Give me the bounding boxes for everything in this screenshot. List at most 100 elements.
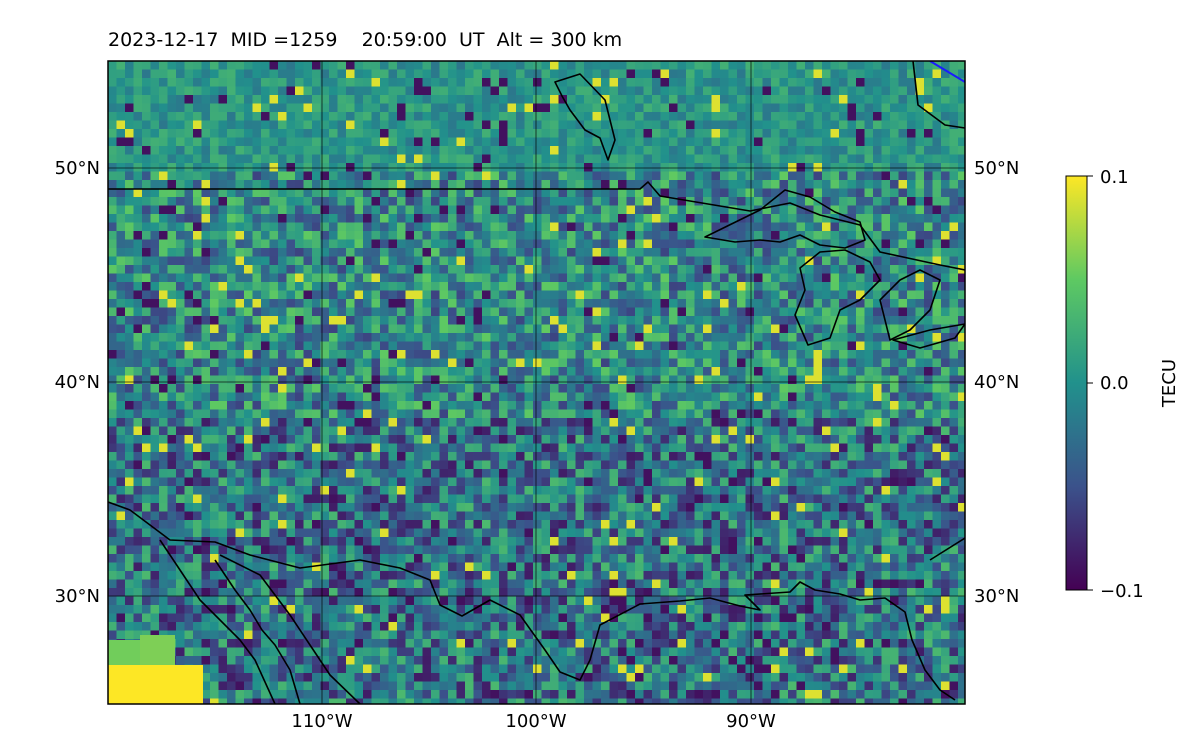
- tec-cell: [890, 358, 900, 368]
- tec-cell: [941, 460, 951, 470]
- tec-cell: [167, 222, 177, 232]
- tec-cell: [822, 384, 832, 394]
- tec-cell: [533, 316, 543, 326]
- tec-cell: [473, 163, 483, 173]
- tec-cell: [388, 256, 398, 266]
- tec-cell: [439, 146, 449, 156]
- tec-cell: [635, 103, 645, 113]
- tec-cell: [890, 392, 900, 402]
- tec-cell: [380, 392, 390, 402]
- tec-cell: [592, 392, 602, 402]
- tec-cell: [558, 146, 568, 156]
- tec-cell: [218, 443, 228, 453]
- tec-cell: [142, 163, 152, 173]
- tec-cell: [822, 231, 832, 241]
- tec-cell: [252, 86, 262, 96]
- tec-cell: [405, 341, 415, 351]
- tec-cell: [456, 460, 466, 470]
- tec-cell: [133, 401, 143, 411]
- tec-cell: [805, 350, 815, 360]
- tec-cell: [346, 435, 356, 445]
- tec-cell: [762, 409, 772, 419]
- tec-cell: [762, 273, 772, 283]
- tec-cell: [958, 180, 965, 190]
- tec-cell: [465, 154, 475, 164]
- tec-cell: [762, 350, 772, 360]
- tec-cell: [847, 350, 857, 360]
- tec-cell: [320, 180, 330, 190]
- tec-cell: [898, 367, 908, 377]
- tec-cell: [507, 112, 517, 122]
- tec-cell: [312, 231, 322, 241]
- tec-cell: [830, 112, 840, 122]
- tec-cell: [456, 435, 466, 445]
- tec-cell: [456, 350, 466, 360]
- tec-cell: [303, 469, 313, 479]
- tec-cell: [864, 367, 874, 377]
- tec-cell: [269, 222, 279, 232]
- tec-cell: [533, 384, 543, 394]
- tec-cell: [176, 350, 186, 360]
- tec-cell: [805, 197, 815, 207]
- tec-cell: [388, 477, 398, 487]
- tec-cell: [754, 452, 764, 462]
- tec-cell: [439, 367, 449, 377]
- tec-cell: [652, 129, 662, 139]
- tec-cell: [516, 341, 526, 351]
- tec-cell: [601, 307, 611, 317]
- tec-cell: [507, 188, 517, 198]
- tec-cell: [303, 375, 313, 385]
- tec-cell: [915, 231, 925, 241]
- tec-cell: [363, 265, 373, 275]
- tec-cell: [516, 180, 526, 190]
- tec-cell: [839, 333, 849, 343]
- tec-cell: [703, 375, 713, 385]
- tec-cell: [856, 443, 866, 453]
- tec-cell: [626, 299, 636, 309]
- tec-cell: [907, 273, 917, 283]
- tec-cell: [618, 154, 628, 164]
- tec-cell: [142, 137, 152, 147]
- tec-cell: [354, 222, 364, 232]
- tec-cell: [822, 299, 832, 309]
- tec-cell: [142, 392, 152, 402]
- tec-cell: [558, 197, 568, 207]
- tec-cell: [405, 460, 415, 470]
- tec-cell: [303, 180, 313, 190]
- tec-cell: [898, 197, 908, 207]
- tec-cell: [184, 350, 194, 360]
- tec-cell: [116, 316, 126, 326]
- tec-cell: [397, 418, 407, 428]
- tec-cell: [881, 112, 891, 122]
- tec-cell: [737, 426, 747, 436]
- tec-cell: [609, 222, 619, 232]
- tec-cell: [397, 341, 407, 351]
- tec-cell: [703, 358, 713, 368]
- tec-cell: [108, 239, 118, 249]
- tec-cell: [456, 239, 466, 249]
- tec-cell: [601, 231, 611, 241]
- tec-cell: [337, 120, 347, 130]
- tec-cell: [881, 103, 891, 113]
- tec-cell: [737, 137, 747, 147]
- tec-cell: [414, 61, 424, 71]
- tec-cell: [745, 384, 755, 394]
- tec-cell: [686, 409, 696, 419]
- tec-cell: [388, 95, 398, 105]
- tec-cell: [754, 443, 764, 453]
- tec-cell: [669, 299, 679, 309]
- tec-cell: [813, 367, 823, 377]
- tec-cell: [652, 282, 662, 292]
- tec-cell: [754, 282, 764, 292]
- tec-cell: [567, 61, 577, 71]
- tec-cell: [796, 469, 806, 479]
- tec-cell: [830, 78, 840, 88]
- tec-cell: [303, 324, 313, 334]
- tec-cell: [864, 95, 874, 105]
- tec-cell: [941, 333, 951, 343]
- tec-cell: [694, 129, 704, 139]
- tec-cell: [490, 375, 500, 385]
- tec-cell: [252, 222, 262, 232]
- tec-cell: [354, 180, 364, 190]
- tec-cell: [592, 324, 602, 334]
